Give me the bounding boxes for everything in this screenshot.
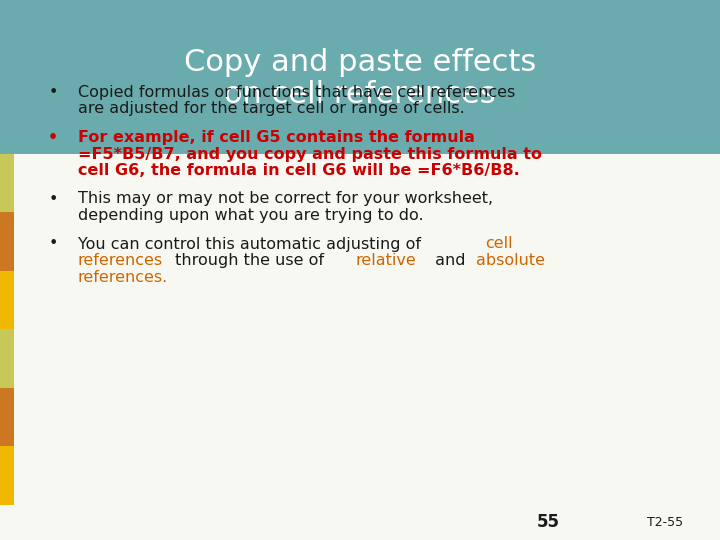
Text: and: and [430,253,470,268]
FancyBboxPatch shape [0,388,14,447]
Text: •: • [48,85,58,100]
Text: T2-55: T2-55 [647,516,683,529]
Text: depending upon what you are trying to do.: depending upon what you are trying to do… [78,208,423,223]
Text: absolute: absolute [476,253,545,268]
Text: cell: cell [485,237,513,252]
FancyBboxPatch shape [0,0,720,154]
Text: Copy and paste effects: Copy and paste effects [184,49,536,77]
FancyBboxPatch shape [0,154,14,212]
Text: on cell references: on cell references [224,80,496,110]
FancyBboxPatch shape [0,329,14,388]
FancyBboxPatch shape [0,212,14,271]
Text: •: • [48,237,58,252]
Text: references.: references. [78,269,168,285]
Text: relative: relative [356,253,416,268]
Text: are adjusted for the target cell or range of cells.: are adjusted for the target cell or rang… [78,102,464,117]
Text: •: • [48,130,58,145]
Text: references: references [78,253,163,268]
Text: through the use of: through the use of [171,253,330,268]
Text: This may or may not be correct for your worksheet,: This may or may not be correct for your … [78,192,493,206]
FancyBboxPatch shape [0,271,14,329]
Text: You can control this automatic adjusting of: You can control this automatic adjusting… [78,237,426,252]
Text: For example, if cell G5 contains the formula: For example, if cell G5 contains the for… [78,130,474,145]
Text: 55: 55 [536,513,559,531]
Text: Copied formulas or functions that have cell references: Copied formulas or functions that have c… [78,85,515,100]
FancyBboxPatch shape [0,447,14,505]
Text: •: • [48,192,58,206]
Text: cell G6, the formula in cell G6 will be =F6*B6/B8.: cell G6, the formula in cell G6 will be … [78,163,520,178]
Text: =F5*B5/B7, and you copy and paste this formula to: =F5*B5/B7, and you copy and paste this f… [78,146,541,161]
